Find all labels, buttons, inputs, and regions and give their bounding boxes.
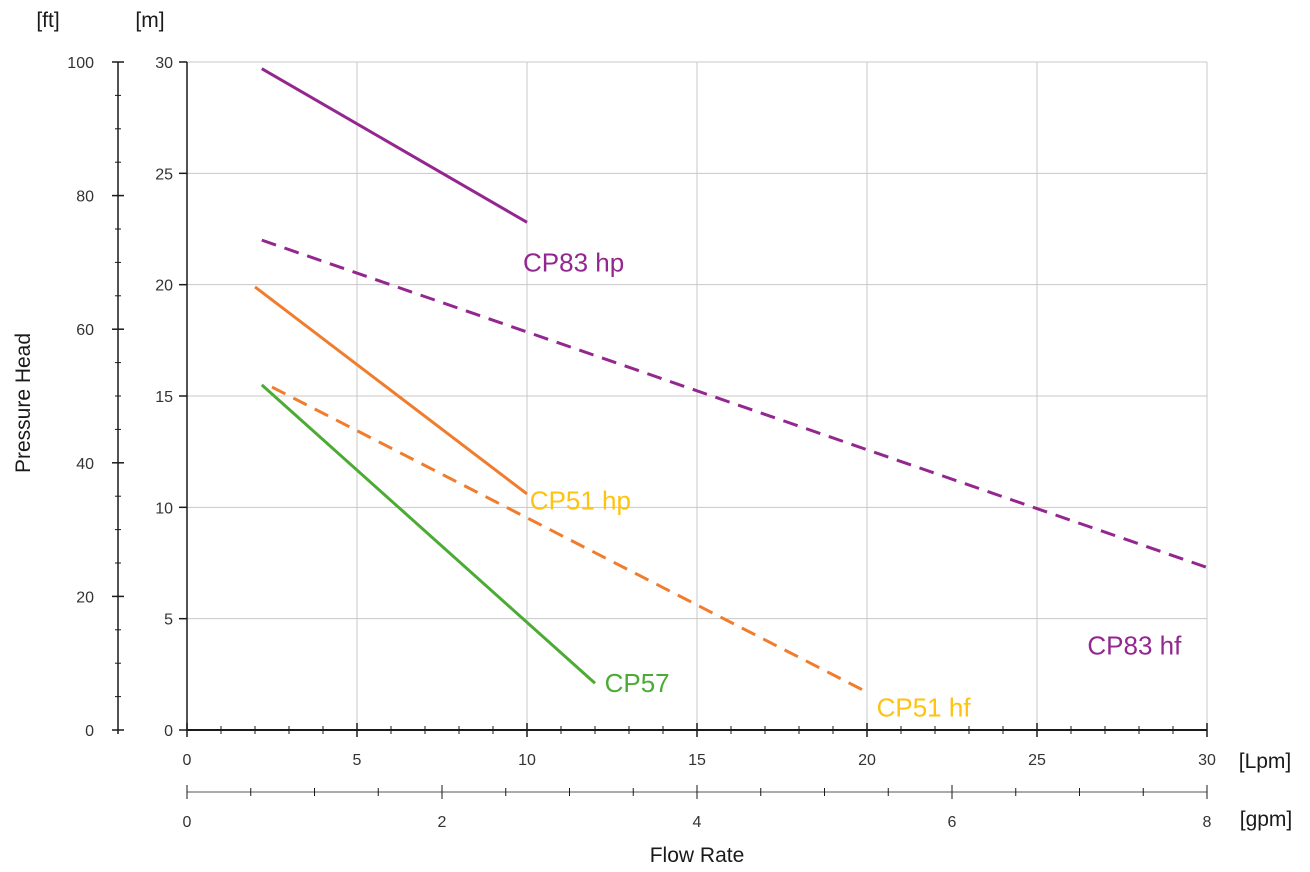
x-tick-label: 10 — [518, 752, 536, 769]
x-tick-label: 0 — [183, 752, 192, 769]
y2-tick-label: 80 — [76, 189, 94, 206]
series-label-cp83-hf: CP83 hf — [1087, 630, 1182, 660]
series-line-cp83-hp — [261, 67, 528, 224]
series-line-cp51-hp — [254, 285, 528, 496]
x-axis-title: Flow Rate — [650, 844, 745, 867]
y-axis-title: Pressure Head — [12, 333, 35, 473]
y-tick-label: 10 — [155, 500, 173, 517]
series-label-cp51-hf: CP51 hf — [877, 693, 972, 723]
x-tick-label: 20 — [858, 752, 876, 769]
x2-tick-label: 2 — [438, 814, 447, 831]
x-tick-label: 15 — [688, 752, 706, 769]
series-line-cp57 — [260, 383, 597, 685]
x-tick-label: 25 — [1028, 752, 1046, 769]
x2-tick-label: 6 — [948, 814, 957, 831]
x2-unit-label: [gpm] — [1240, 808, 1293, 831]
series-line-cp83-hf — [261, 238, 1208, 569]
series-group — [254, 67, 1208, 694]
labels-group: CP83 hp CP83 hf CP51 hp CP51 hf CP57 — [523, 247, 1182, 722]
y2-tick-label: 0 — [85, 723, 94, 740]
y-tick-label: 25 — [155, 166, 173, 183]
y2-tick-label: 20 — [76, 589, 94, 606]
y-tick-label: 5 — [164, 612, 173, 629]
y-tick-label: 30 — [155, 55, 173, 72]
y-unit-label: [m] — [135, 9, 164, 32]
x2-tick-label: 0 — [183, 814, 192, 831]
series-line-cp51-hf — [271, 385, 868, 694]
y-tick-label: 20 — [155, 278, 173, 295]
y2-tick-label: 100 — [67, 55, 94, 72]
grid — [187, 61, 1208, 730]
axes: 0 5 10 15 20 25 30 0 20 40 60 80 100 0 5 10 15 20 25 30 0 2 4 6… — [67, 55, 1216, 831]
y2-tick-label: 40 — [76, 456, 94, 473]
y-tick-label: 15 — [155, 389, 173, 406]
x-tick-label: 30 — [1198, 752, 1216, 769]
series-label-cp51-hp: CP51 hp — [530, 486, 631, 516]
y2-unit-label: [ft] — [36, 9, 59, 32]
x2-tick-label: 8 — [1203, 814, 1212, 831]
y2-tick-label: 60 — [76, 322, 94, 339]
x-unit-label: [Lpm] — [1239, 750, 1292, 773]
x2-tick-label: 4 — [693, 814, 702, 831]
y-tick-label: 0 — [164, 723, 173, 740]
x-tick-label: 5 — [353, 752, 362, 769]
series-label-cp57: CP57 — [605, 668, 670, 698]
series-label-cp83-hp: CP83 hp — [523, 247, 624, 277]
